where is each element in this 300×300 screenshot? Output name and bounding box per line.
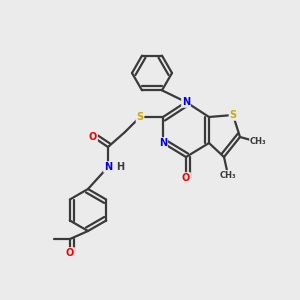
Text: S: S — [136, 112, 144, 122]
Text: O: O — [89, 132, 97, 142]
Text: N: N — [159, 138, 167, 148]
Text: O: O — [182, 173, 190, 183]
Text: S: S — [230, 110, 237, 120]
Text: O: O — [66, 248, 74, 258]
Text: CH₃: CH₃ — [220, 170, 236, 179]
Text: H: H — [116, 162, 124, 172]
Text: N: N — [182, 97, 190, 107]
Text: N: N — [104, 162, 112, 172]
Text: CH₃: CH₃ — [250, 137, 266, 146]
